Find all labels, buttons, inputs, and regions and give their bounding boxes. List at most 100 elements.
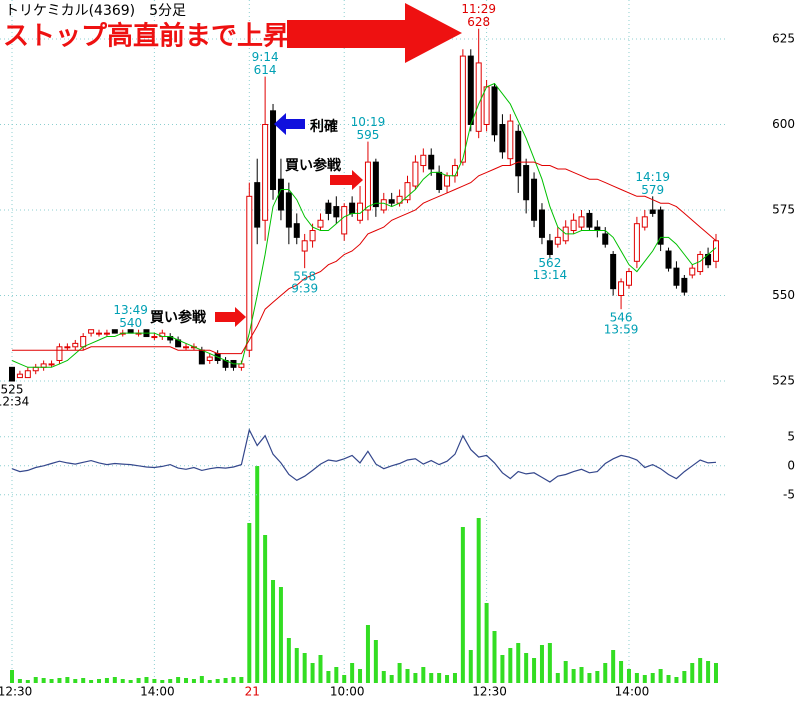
volume-bar <box>508 648 513 683</box>
volume-bar <box>492 631 497 683</box>
candle-body <box>641 216 648 228</box>
candle-body <box>444 175 451 187</box>
volume-bar <box>539 645 544 683</box>
point-price-label: 579 <box>641 183 664 197</box>
volume-bar <box>571 669 576 683</box>
candle-body <box>48 363 55 366</box>
candle-body <box>570 219 577 232</box>
point-price-label: 562 <box>538 256 561 270</box>
volume-bar <box>310 663 315 683</box>
volume-bar <box>373 640 378 683</box>
candle-body <box>602 233 609 245</box>
point-time-label: 14:19 <box>635 170 670 184</box>
volume-bar <box>49 679 54 683</box>
volume-bar <box>104 678 109 683</box>
volume-bar <box>17 679 22 683</box>
candle-body <box>436 171 443 190</box>
volume-bar <box>626 669 631 683</box>
volume-bar <box>41 678 46 683</box>
candle-body <box>712 240 719 262</box>
candle-body <box>388 199 395 204</box>
candle-body <box>546 240 553 255</box>
candle-body <box>491 86 498 136</box>
candle-body <box>9 366 15 382</box>
candle-body <box>246 195 253 351</box>
volume-bar <box>563 661 568 683</box>
volume-bar <box>342 675 347 683</box>
volume-bar <box>215 679 220 683</box>
x-tick-label: 14:00 <box>140 685 175 699</box>
y-tick-label: 525 <box>772 374 795 388</box>
x-tick-label: 21 <box>245 685 260 699</box>
y-tick-label: 625 <box>772 31 795 45</box>
x-tick-label: 12:30 <box>472 685 507 699</box>
candle-body <box>649 209 656 214</box>
x-tick-label: 12:30 <box>0 685 32 699</box>
volume-bar <box>547 643 552 683</box>
volume-bar <box>397 663 402 683</box>
volume-bar <box>73 679 78 683</box>
candle-body <box>665 250 672 269</box>
point-price-label: 525 <box>1 383 24 397</box>
entry-arrow <box>330 170 363 190</box>
candle-body <box>96 332 103 335</box>
candle-body <box>483 86 490 125</box>
big-arrow <box>287 3 462 63</box>
candle-body <box>451 165 458 177</box>
volume-bar <box>231 677 236 683</box>
entry-arrow <box>215 307 246 327</box>
volume-bar <box>255 466 260 683</box>
candle-body <box>238 363 245 368</box>
volume-bar <box>350 663 355 683</box>
volume-bar <box>207 680 212 683</box>
volume-bar <box>168 679 173 683</box>
candle-body <box>515 130 522 177</box>
volume-bar <box>587 673 592 683</box>
volume-bar <box>706 661 711 683</box>
candle-body <box>681 277 688 293</box>
candle-body <box>72 342 79 348</box>
candle-body <box>586 212 593 228</box>
volume-bar <box>658 669 663 683</box>
candle-body <box>538 209 545 238</box>
candle-body <box>88 329 95 334</box>
candle-body <box>380 199 387 211</box>
volume-bar <box>674 677 679 683</box>
volume-bar <box>579 667 584 683</box>
volume-bar <box>160 680 165 683</box>
point-price-label: 558 <box>293 270 316 284</box>
volume-bar <box>460 527 465 683</box>
y-tick-label: 575 <box>772 203 795 217</box>
volume-bar <box>500 655 505 683</box>
volume-bar <box>595 671 600 683</box>
volume-bar <box>532 658 537 683</box>
volume-bar <box>334 667 339 683</box>
volume-bar <box>112 677 117 683</box>
candle-body <box>341 206 348 235</box>
annotation: 買い参戦 <box>150 309 207 326</box>
candle-body <box>262 123 269 221</box>
volume-bar <box>690 663 695 683</box>
chart-subtitle: トリケミカル(4369) 5分足 <box>5 3 186 19</box>
candle-body <box>16 373 23 379</box>
volume-bar <box>365 625 370 683</box>
candle-body <box>523 165 530 201</box>
volume-bar <box>358 669 363 683</box>
y-tick-label: 600 <box>772 117 795 131</box>
point-price-label: 595 <box>356 128 379 142</box>
candle-body <box>657 209 664 245</box>
candle-body <box>633 223 640 262</box>
volume-bar <box>144 677 149 683</box>
annotation: 買い参戦 <box>285 157 342 174</box>
volume-bar <box>25 680 30 683</box>
volume-bar <box>302 653 307 683</box>
volume-bar <box>603 663 608 683</box>
candle-body <box>610 253 617 290</box>
volume-bar <box>642 675 647 683</box>
volume-bar <box>421 667 426 683</box>
candle-body <box>578 216 585 228</box>
volume-bar <box>10 670 14 683</box>
volume-bar <box>381 671 386 683</box>
volume-bar <box>223 678 228 683</box>
